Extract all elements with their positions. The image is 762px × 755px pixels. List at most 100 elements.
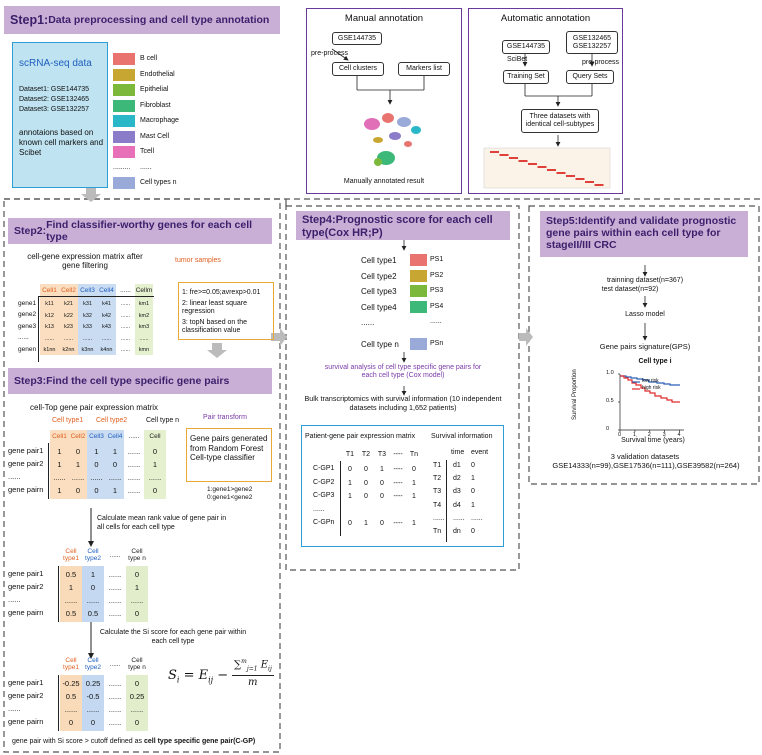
matrix-rule	[58, 566, 59, 622]
auto-title: Automatic annotation	[500, 13, 591, 24]
column-fill	[69, 430, 87, 499]
km-ytick-label: 1.0	[606, 370, 614, 376]
matrix-cell: ......	[82, 335, 93, 342]
column-fill	[126, 566, 148, 622]
pgm-row: C-GP1	[313, 465, 335, 472]
criteria-box	[178, 282, 274, 340]
legend-swatch	[113, 84, 135, 96]
pgm-cell: 1	[348, 479, 352, 487]
surv-row: ......	[433, 514, 445, 522]
col-header: Cell type2	[85, 548, 101, 562]
pgm-cell: 0	[380, 520, 384, 528]
row-label: ......	[18, 334, 29, 341]
legend-label: Epithelial	[140, 86, 169, 93]
col-header: ......	[120, 286, 131, 294]
heatmap-block	[518, 160, 528, 162]
legend-swatch	[113, 146, 135, 158]
legend-swatch	[113, 68, 135, 81]
matrix-cell: ......	[139, 335, 149, 342]
pgm-cell: 0	[348, 466, 352, 474]
manual-annotation-panel	[306, 8, 462, 194]
surv-row: T3	[433, 488, 442, 496]
patient-matrix-panel	[301, 425, 504, 547]
heatmap-block	[509, 157, 518, 159]
pgm-cell: 1	[380, 466, 384, 474]
km-xtick-label: 2	[647, 432, 651, 438]
training-dataset: trainning dataset(n=367)	[606, 277, 684, 284]
col-header: Cell2	[70, 433, 86, 440]
col-header: Cell1	[42, 286, 57, 294]
matrix-cell: 0	[94, 486, 99, 495]
dataset-3: Dataset3: GSE132257	[19, 106, 90, 113]
matrix-cell: k11	[45, 301, 54, 308]
pgm-row: C-GP2	[313, 478, 335, 486]
pgm-cell: 0	[380, 493, 384, 501]
matrix-cell: 0	[112, 460, 118, 469]
matrix-cell: ......	[108, 692, 122, 701]
matrix-cell: 1	[57, 486, 62, 495]
col-header: Cell type2	[85, 657, 101, 671]
matrix-cell: ......	[108, 596, 122, 605]
auto-gse-right-box: GSE132465 GSE132257	[566, 31, 618, 54]
km-ylabel: Survival Proportion	[572, 369, 578, 420]
matrix-cell: ......	[53, 473, 66, 482]
matrix-cell: 0	[90, 583, 96, 592]
matrix-cell: kmn	[138, 347, 150, 354]
matrix-cell: 0.5	[87, 609, 99, 618]
generated-box	[186, 428, 272, 482]
col-header: ......	[109, 551, 121, 559]
pgm-row: C-GP3	[313, 492, 335, 499]
legend-label: ......	[140, 163, 152, 171]
surv-cell: 1	[471, 475, 475, 483]
pgm-col: T3	[377, 451, 387, 458]
legend-label: Mast Cell	[140, 132, 170, 140]
matrix-rule	[48, 443, 49, 499]
row-label: gene1	[18, 299, 37, 307]
surv-cell: d2	[453, 475, 461, 483]
si-formula: Si = Eij − ∑mj=1 Eij m	[168, 658, 278, 696]
surv-cell: d4	[453, 501, 461, 509]
matrix-rule	[340, 461, 341, 536]
row-label: gene pair2	[8, 582, 44, 591]
km-xtick-label: 3	[662, 432, 666, 438]
km-ytick-label: 0	[606, 426, 610, 432]
legend-swatch	[113, 99, 135, 112]
matrix-cell: ......	[120, 301, 131, 308]
calc-mean-text: Calculate mean rank value of gene pair i…	[97, 515, 227, 531]
matrix-cell: 0	[134, 570, 140, 579]
three-datasets-box: Three datasets with identical cell-subty…	[521, 109, 599, 133]
km-title: Cell type i	[638, 358, 672, 365]
km-xlabel: Survival time (years)	[621, 437, 685, 444]
row-label: gene pairn	[8, 485, 44, 494]
surv-row: T1	[433, 462, 442, 469]
matrix-cell: 1	[57, 447, 62, 456]
surv-cell: ......	[453, 514, 465, 522]
surv-cell: 0	[471, 528, 475, 535]
cell-type-label: Cell type1	[361, 256, 397, 265]
col-header: ......	[109, 660, 121, 668]
matrix-cell: ......	[108, 705, 122, 714]
ps-label: PSn	[430, 339, 444, 347]
col-header: ......	[128, 433, 140, 440]
matrix-cell: 0.25	[85, 679, 101, 688]
annotation-note: annotaions based on known cell markers a…	[19, 128, 104, 157]
matrix-cell: km1	[138, 301, 150, 308]
criteria-3: 3: topN based on the classification valu…	[182, 319, 247, 335]
matrix-cell: 0	[152, 447, 158, 456]
matrix-rule	[446, 460, 447, 542]
step3-title: Find the cell type specific gene pairs	[46, 374, 230, 387]
cell-type-label: Cell type n	[361, 339, 399, 349]
column-fill	[97, 284, 116, 355]
matrix-cell: k32	[83, 312, 92, 319]
matrix-cell: 1	[75, 460, 81, 469]
legend-label: Endothelial	[140, 70, 175, 78]
code-1: 1:gene1>gene2	[207, 486, 253, 493]
col-header: Cell type n	[128, 548, 146, 562]
matrix-cell: ......	[108, 609, 122, 618]
manual-result: Manually annotated result	[343, 178, 425, 185]
matrix-cell: ......	[130, 596, 144, 605]
criteria-1: 1: fre>=0.05;avrexp>0.01	[182, 289, 261, 296]
matrix-cell: ......	[108, 583, 122, 592]
